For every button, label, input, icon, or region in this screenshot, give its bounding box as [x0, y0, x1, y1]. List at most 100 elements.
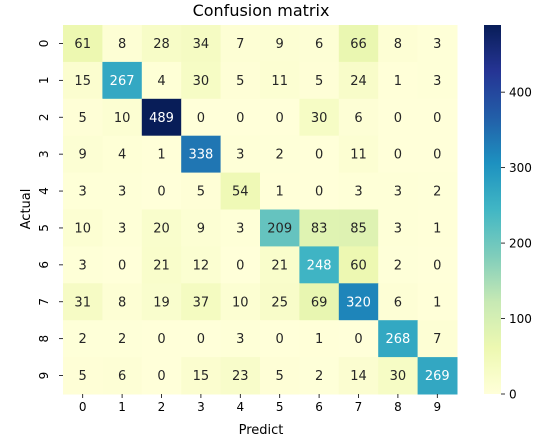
heatmap-cell-3-7: [338, 135, 379, 174]
heatmap-cell-3-1: [102, 135, 143, 174]
x-tick-label-3: 3: [197, 400, 205, 414]
heatmap-cell-3-4: [220, 135, 261, 174]
cell-value-8-6: 1: [315, 332, 323, 347]
cell-value-2-2: 489: [149, 111, 174, 126]
cell-value-0-1: 8: [118, 37, 126, 52]
heatmap-cell-8-6: [299, 320, 340, 358]
heatmap-cell-4-2: [141, 172, 182, 210]
colorbar-tick-label-0: 0: [509, 388, 517, 402]
heatmap-cell-8-2: [141, 320, 182, 358]
cell-value-4-5: 1: [276, 185, 284, 200]
colorbar-gradient: [484, 25, 501, 394]
cell-value-9-4: 23: [232, 369, 249, 384]
cell-value-0-9: 3: [433, 37, 441, 52]
heatmap-cell-3-2: [141, 135, 182, 174]
cell-value-7-0: 31: [74, 295, 91, 310]
heatmap-cell-9-7: [338, 357, 379, 395]
x-tick-label-2: 2: [158, 400, 166, 414]
colorbar-tick-label-3: 300: [509, 161, 532, 175]
heatmap-cell-6-8: [378, 246, 419, 284]
cell-value-3-5: 2: [276, 148, 284, 163]
heatmap-cell-5-9: [417, 209, 458, 247]
cell-value-4-3: 5: [197, 185, 205, 200]
cell-value-9-8: 30: [390, 369, 407, 384]
cell-value-5-1: 3: [118, 221, 126, 236]
cell-value-7-2: 19: [153, 295, 170, 310]
cell-value-7-8: 6: [394, 295, 402, 310]
cell-value-2-6: 30: [311, 111, 328, 126]
cell-value-7-6: 69: [311, 295, 328, 310]
heatmap-cell-7-5: [260, 283, 300, 321]
x-tick-label-1: 1: [118, 400, 126, 414]
heatmap-cell-4-0: [63, 172, 103, 210]
y-axis-ticks: 0 1 2 3 4 5 6 7 8 9: [37, 40, 63, 380]
cell-value-9-1: 6: [118, 369, 126, 384]
cell-value-3-6: 0: [315, 148, 323, 163]
heatmap-cell-8-9: [417, 320, 458, 358]
cell-value-5-3: 9: [197, 221, 205, 236]
y-tick-label-2: 2: [37, 113, 51, 121]
cell-value-9-5: 5: [276, 369, 284, 384]
cell-value-4-1: 3: [118, 185, 126, 200]
heatmap-cell-4-7: [338, 172, 379, 210]
heatmap-cell-7-9: [417, 283, 458, 321]
heatmap-cell-7-4: [220, 283, 261, 321]
heatmap-cell-2-6: [299, 98, 340, 137]
heatmap-cell-5-5: [260, 209, 300, 247]
heatmap-cell-1-3: [181, 61, 222, 100]
cell-value-5-8: 3: [394, 221, 402, 236]
cell-value-8-5: 0: [276, 332, 284, 347]
heatmap-cell-7-2: [141, 283, 182, 321]
cell-value-1-1: 267: [110, 74, 135, 89]
heatmap-cell-2-3: [181, 98, 222, 137]
y-tick-label-1: 1: [37, 77, 51, 85]
heatmap-cell-9-1: [102, 357, 143, 395]
cell-value-6-2: 21: [153, 258, 170, 273]
cell-value-8-1: 2: [118, 332, 126, 347]
cell-value-9-3: 15: [193, 369, 210, 384]
cell-value-1-3: 30: [193, 74, 210, 89]
heatmap-cell-5-2: [141, 209, 182, 247]
heatmap-cell-0-9: [417, 25, 458, 63]
heatmap-cell-5-1: [102, 209, 143, 247]
cell-value-7-9: 1: [433, 295, 441, 310]
cell-value-6-1: 0: [118, 258, 126, 273]
cell-value-1-2: 4: [157, 74, 165, 89]
y-tick-label-0: 0: [37, 40, 51, 48]
heatmap-cell-6-0: [63, 246, 103, 284]
heatmap-cell-1-7: [338, 61, 379, 100]
cell-value-2-0: 5: [79, 111, 87, 126]
heatmap-cell-9-3: [181, 357, 222, 395]
y-tick-label-9: 9: [37, 372, 51, 380]
cell-value-4-9: 2: [433, 185, 441, 200]
cell-value-5-7: 85: [350, 221, 367, 236]
heatmap-cell-3-6: [299, 135, 340, 174]
heatmap-cell-6-5: [260, 246, 300, 284]
heatmap-cell-9-9: [417, 357, 458, 395]
heatmap-cells: [63, 25, 458, 395]
cell-value-3-2: 1: [157, 148, 165, 163]
cell-value-8-4: 3: [236, 332, 244, 347]
heatmap-cell-5-4: [220, 209, 261, 247]
heatmap-cell-3-5: [260, 135, 300, 174]
heatmap-cell-1-1: [102, 61, 143, 100]
cell-value-4-2: 0: [157, 185, 165, 200]
heatmap-cell-0-1: [102, 25, 143, 63]
cell-value-2-1: 10: [114, 111, 131, 126]
cell-value-6-4: 0: [236, 258, 244, 273]
cell-value-2-5: 0: [276, 111, 284, 126]
heatmap-cell-5-6: [299, 209, 340, 247]
heatmap-cell-6-2: [141, 246, 182, 284]
cell-value-9-6: 2: [315, 369, 323, 384]
heatmap-cell-2-4: [220, 98, 261, 137]
heatmap-cell-4-8: [378, 172, 419, 210]
cell-value-6-7: 60: [350, 258, 367, 273]
x-tick-label-7: 7: [355, 400, 363, 414]
heatmap-cell-7-1: [102, 283, 143, 321]
heatmap-cell-2-2: [141, 98, 182, 137]
cell-value-1-0: 15: [74, 74, 91, 89]
cell-value-6-5: 21: [271, 258, 288, 273]
cell-value-8-2: 0: [157, 332, 165, 347]
heatmap-cell-8-1: [102, 320, 143, 358]
heatmap-cell-0-7: [338, 25, 379, 63]
